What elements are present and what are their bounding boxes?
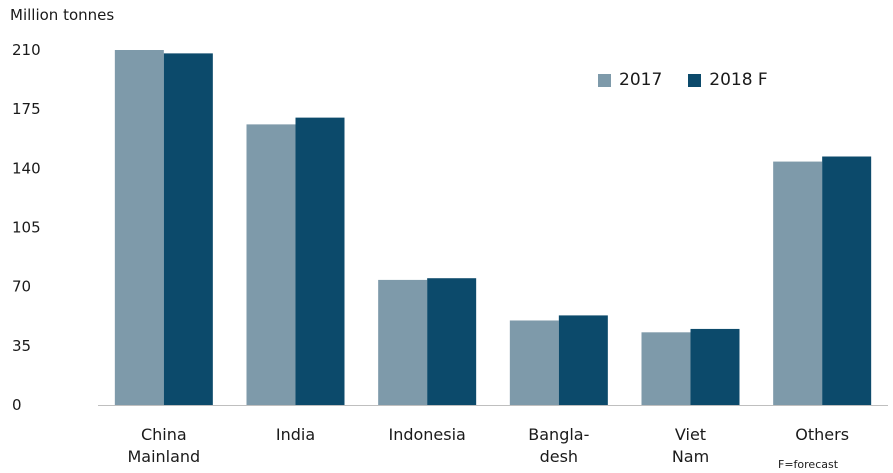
- x-tick-label: desh: [540, 447, 578, 466]
- legend: 2017 2018 F: [598, 70, 794, 90]
- x-tick-label: Viet: [675, 425, 706, 444]
- y-tick-label: 210: [12, 41, 41, 59]
- y-tick-label: 0: [12, 396, 22, 414]
- y-tick-label: 175: [12, 100, 41, 118]
- legend-swatch-2018f: [688, 73, 702, 87]
- bar-2017: [773, 161, 823, 405]
- y-axis-unit-label: Million tonnes: [10, 6, 115, 24]
- legend-label-2018f: 2018 F: [709, 70, 768, 90]
- x-tick-label: Mainland: [127, 447, 200, 466]
- bar-2017: [509, 320, 559, 405]
- y-tick-label: 105: [12, 219, 41, 237]
- legend-label-2017: 2017: [619, 70, 663, 90]
- x-tick-label: Indonesia: [388, 425, 465, 444]
- legend-swatch-2017: [598, 73, 611, 87]
- bar-2018f: [295, 117, 345, 405]
- x-tick-label: Bangla-: [528, 425, 589, 444]
- bar-2018f: [163, 53, 213, 405]
- bar-2018f: [690, 328, 740, 405]
- y-tick-label: 35: [12, 337, 31, 355]
- y-tick-label: 70: [12, 278, 31, 296]
- bar-2018f: [558, 315, 608, 405]
- legend-item-2017: 2017: [598, 70, 662, 90]
- x-tick-label: India: [276, 425, 315, 444]
- bar-2018f: [427, 278, 477, 405]
- bar-2018f: [822, 156, 872, 405]
- forecast-footnote: F=forecast: [778, 458, 839, 471]
- bar-2017: [378, 279, 428, 405]
- bar-2017: [114, 50, 164, 405]
- x-tick-label: China: [141, 425, 187, 444]
- y-tick-label: 140: [12, 159, 41, 177]
- x-tick-label: Others: [795, 425, 849, 444]
- bar-2017: [641, 332, 691, 405]
- bar-2017: [246, 124, 296, 405]
- x-tick-label: Nam: [672, 447, 709, 466]
- legend-item-2018f: 2018 F: [688, 70, 768, 90]
